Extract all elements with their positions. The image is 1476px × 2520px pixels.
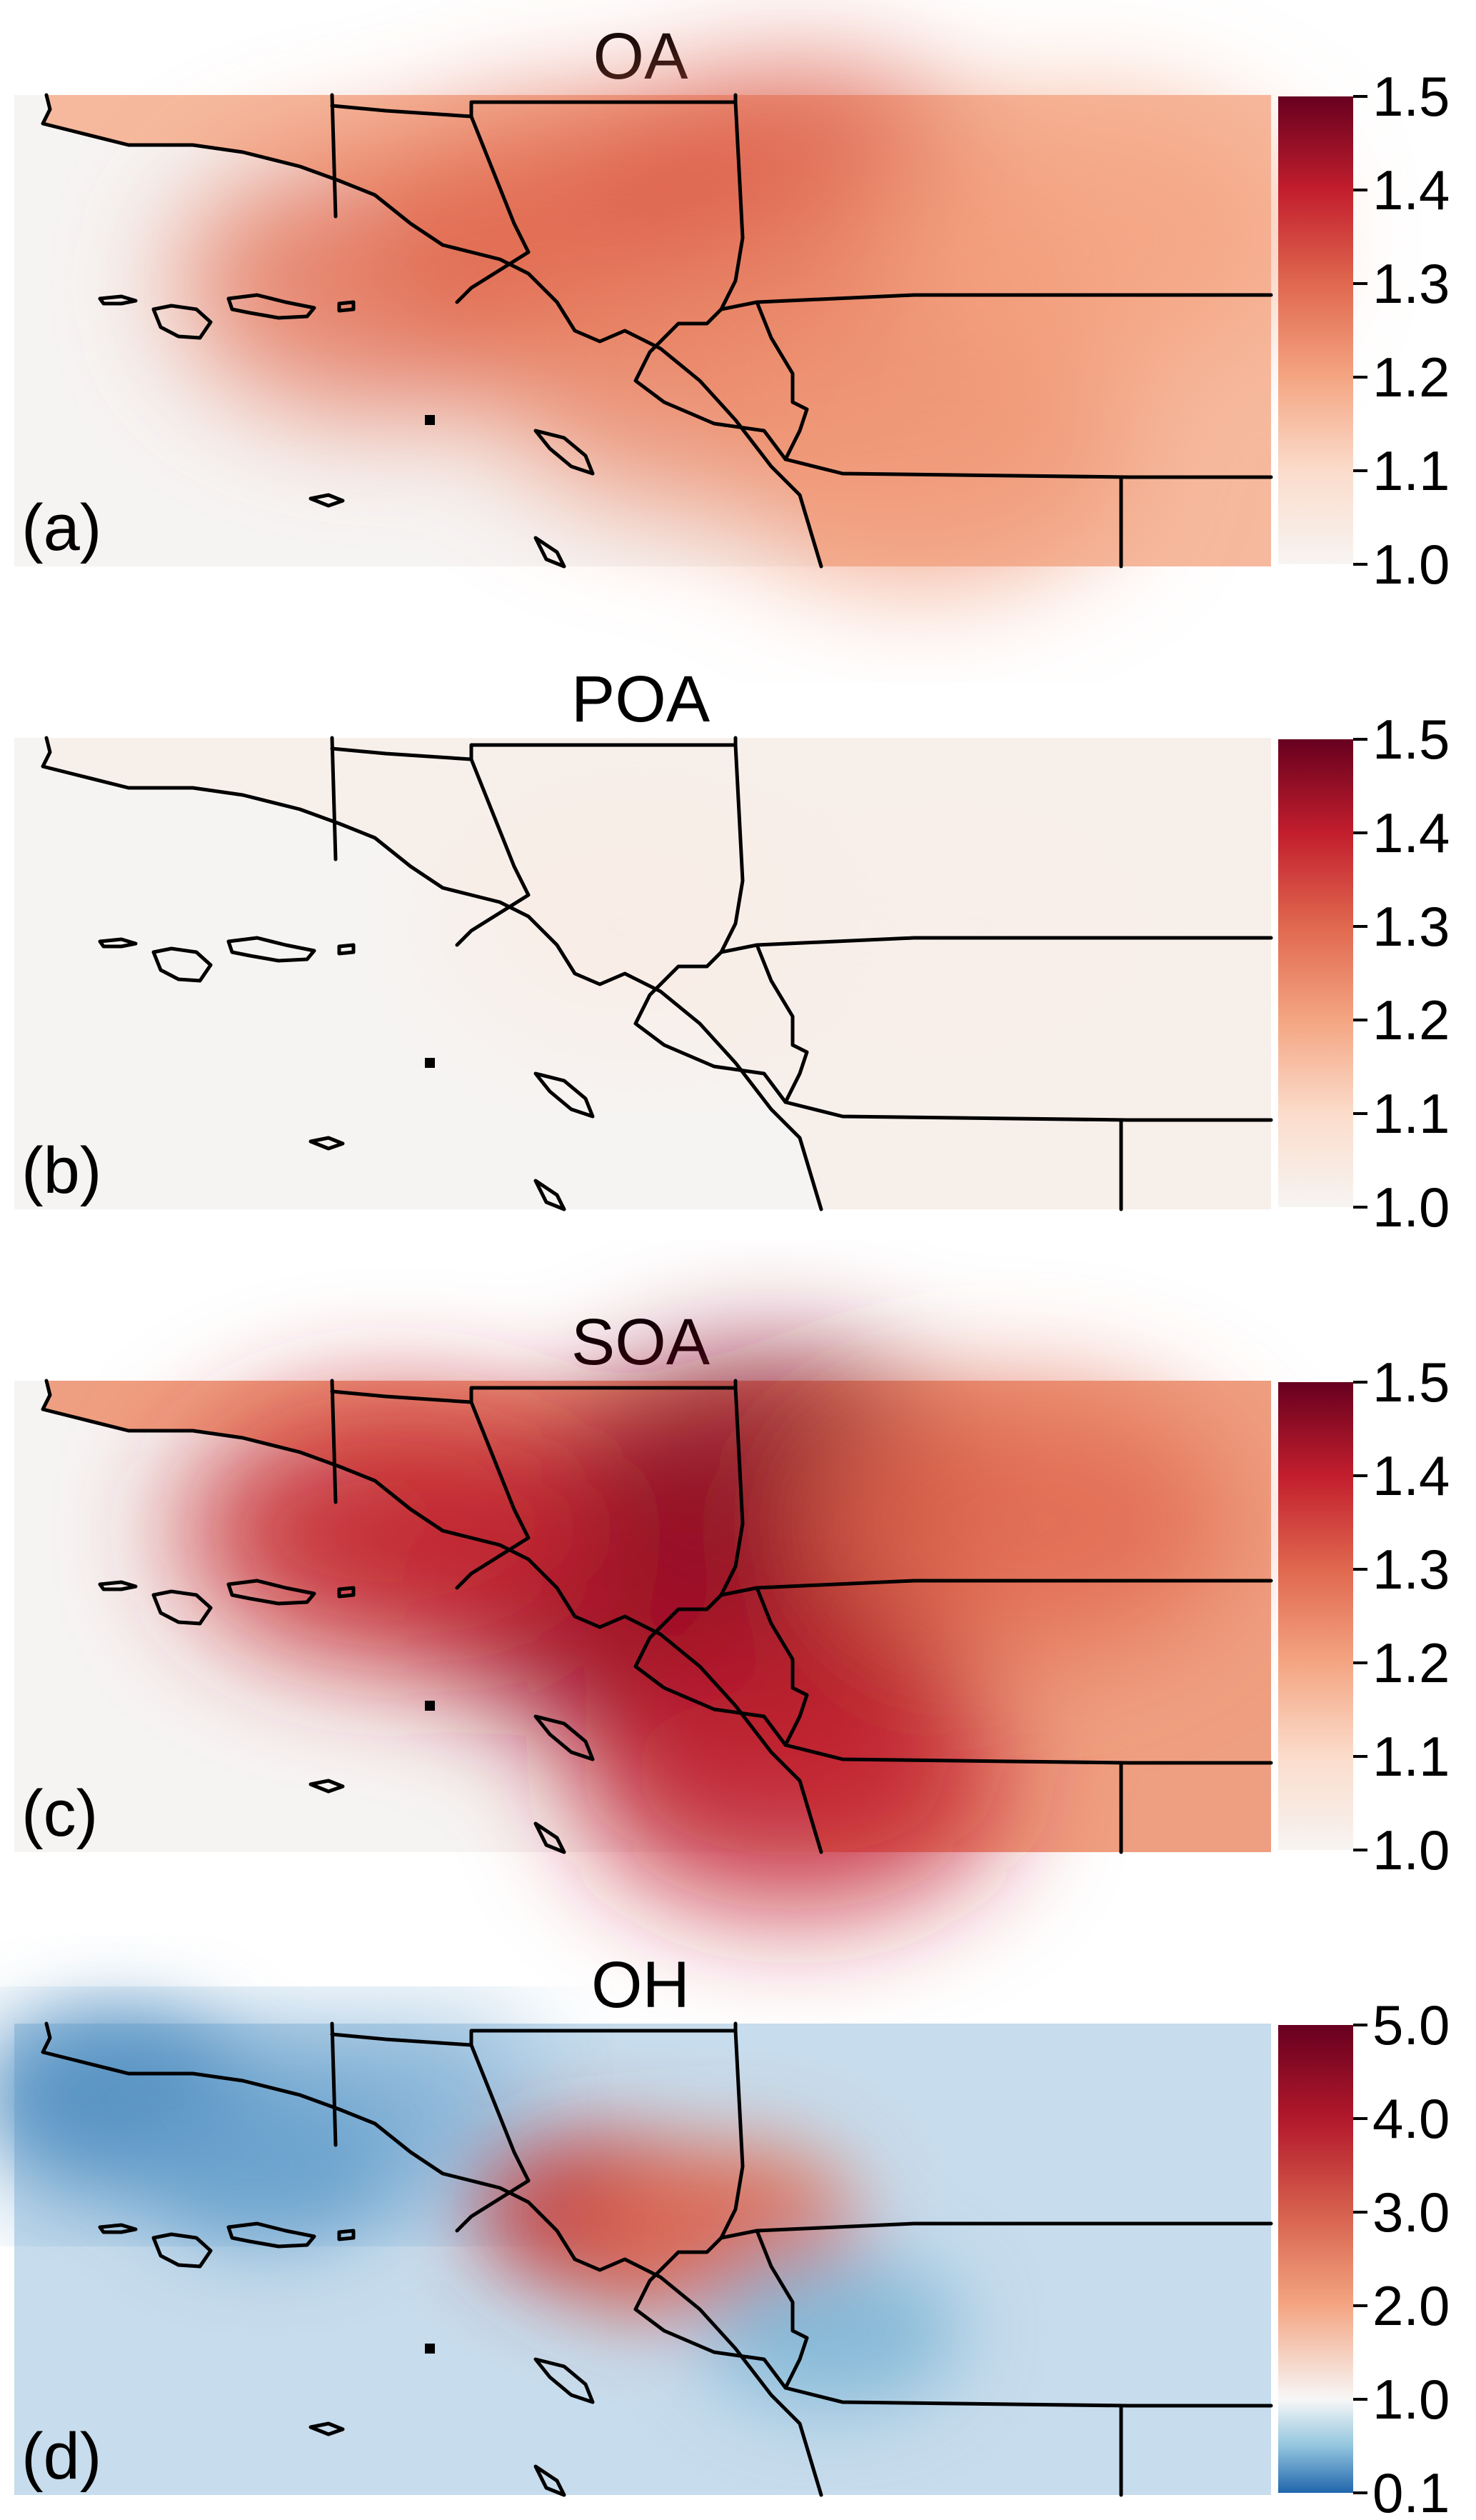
panel-title: OH (591, 1949, 690, 2021)
colorbar-tick-label: 1.4 (1372, 1444, 1450, 1507)
field-hotspot (706, 317, 1133, 580)
panel-label: (c) (21, 1777, 98, 1850)
field-hotspot (136, 2085, 396, 2245)
colorbar: 1.5 1.4 1.3 1.2 1.1 1.0 (1278, 708, 1450, 1239)
field-hotspot (869, 105, 1296, 368)
colorbar-tick-label: 1.5 (1372, 1351, 1450, 1414)
colorbar-tick-label: 3.0 (1372, 2181, 1450, 2244)
colorbar-tick-label: 1.5 (1372, 65, 1450, 128)
colorbar-tick-label: 1.3 (1372, 895, 1450, 958)
field-layer (43, 67, 1296, 580)
field-hotspot (178, 1400, 605, 1664)
colorbar-tick-label: 1.4 (1372, 159, 1450, 221)
field-hotspot (701, 2250, 961, 2410)
colorbar-tick-label: 1.0 (1372, 1176, 1450, 1239)
field-hotspot (580, 1650, 1008, 1913)
colorbar: 5.0 4.0 3.0 2.0 1.0 0.1 (1278, 1994, 1450, 2520)
colorbar-tick-label: 1.3 (1372, 252, 1450, 315)
panel-poa: POA (b) 1.5 1.4 1.3 1.2 1.1 1.0 (14, 663, 1450, 1239)
panel-oh: OH (d) 5.0 4.0 3.0 2.0 1.0 0.1 (0, 1949, 1450, 2520)
colorbar-tick-label: 1.1 (1372, 1725, 1450, 1788)
colorbar-tick-label: 1.2 (1372, 1631, 1450, 1694)
colorbar-tick-label: 4.0 (1372, 2087, 1450, 2150)
field-layer (0, 2014, 961, 2410)
panel-label: (d) (21, 2420, 101, 2493)
colorbar-tick-label: 1.0 (1372, 1819, 1450, 1881)
field-layer (43, 738, 1271, 1209)
colorbar-tick-label: 1.0 (1372, 2368, 1450, 2431)
panel-label: (a) (21, 491, 101, 564)
colorbar-tick-label: 1.2 (1372, 989, 1450, 1051)
colorbar-tick-label: 1.3 (1372, 1538, 1450, 1601)
colorbar-tick-label: 1.1 (1372, 1082, 1450, 1145)
colorbar-tick-label: 1.2 (1372, 346, 1450, 409)
colorbar-tick-label: 1.4 (1372, 801, 1450, 864)
panel-soa: SOA (c) 1.51.41.31.21.11.0 (14, 1306, 1450, 1913)
panel-oa: OA (a) 1.5 1.4 1.3 1.2 1.1 1.0 (14, 20, 1450, 596)
colorbar-tick-label: 1.1 (1372, 439, 1450, 502)
field-hotspot (429, 795, 856, 1058)
colorbar-tick-label: 1.0 (1372, 533, 1450, 596)
colorbar-tick-label: 0.1 (1372, 2461, 1450, 2520)
colorbar-tick-label: 2.0 (1372, 2274, 1450, 2337)
colorbar-tick-label: 5.0 (1372, 1994, 1450, 2056)
field-hotspot (806, 1391, 1233, 1654)
colorbar: 1.5 1.4 1.3 1.2 1.1 1.0 (1278, 65, 1450, 596)
colorbar: 1.5 1.4 1.3 1.2 1.1 1.0 (1278, 1351, 1450, 1881)
panel-title: POA (571, 663, 711, 736)
field-hotspot (743, 795, 1170, 1058)
field-layer (43, 1353, 1271, 1913)
panel-label: (b) (21, 1134, 101, 1207)
panel-title: OA (593, 20, 689, 93)
colorbar-tick-label: 1.5 (1372, 708, 1450, 771)
